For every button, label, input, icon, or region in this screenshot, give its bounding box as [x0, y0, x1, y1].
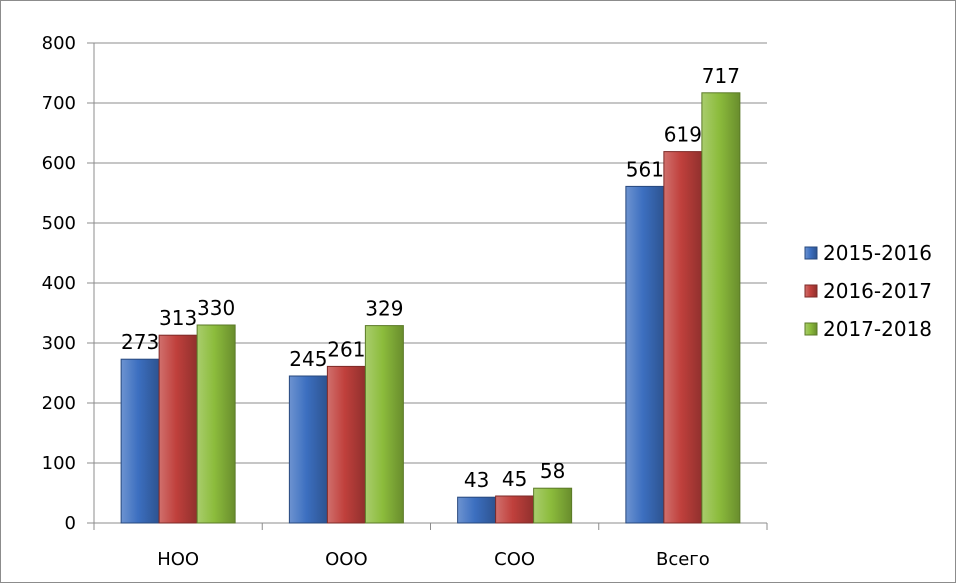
bar: [196, 324, 236, 524]
bar: [364, 325, 404, 524]
x-axis-ticks: НОО ООО СОО Всего: [93, 523, 768, 570]
legend-swatch: [804, 284, 818, 298]
legend-swatch: [804, 246, 818, 260]
x-tick-label: НОО: [157, 549, 199, 570]
data-label: 43: [464, 468, 489, 492]
x-tick-label: СОО: [494, 549, 535, 570]
bar: [288, 375, 328, 524]
data-label: 329: [365, 297, 403, 321]
bar: [663, 151, 703, 524]
bar: [625, 185, 665, 524]
bar: [533, 487, 573, 524]
legend-label: 2017-2018: [823, 317, 932, 341]
bar: [457, 496, 497, 524]
bars: [120, 92, 741, 524]
data-label: 619: [664, 123, 702, 147]
data-label: 273: [121, 330, 159, 354]
data-label: 561: [626, 157, 664, 181]
data-label: 717: [702, 64, 740, 88]
legend-label: 2015-2016: [823, 241, 932, 265]
bar: [120, 358, 160, 524]
bar: [158, 334, 198, 524]
y-axis-ticks: 0 100 200 300 400 500 600 700 800: [42, 33, 94, 534]
y-tick-label: 500: [42, 213, 76, 234]
bar: [326, 365, 366, 524]
data-label: 45: [502, 467, 527, 491]
y-tick-label: 800: [42, 33, 76, 54]
y-tick-label: 100: [42, 453, 76, 474]
data-label: 261: [327, 337, 365, 361]
bar: [701, 92, 741, 524]
legend: 2015-2016 2016-2017 2017-2018: [804, 241, 932, 341]
data-label: 58: [540, 459, 565, 483]
data-label: 330: [197, 296, 235, 320]
x-tick-label: Всего: [656, 549, 710, 570]
legend-label: 2016-2017: [823, 279, 932, 303]
data-label: 245: [289, 347, 327, 371]
y-tick-label: 0: [65, 513, 76, 534]
y-tick-label: 600: [42, 153, 76, 174]
data-label: 313: [159, 306, 197, 330]
legend-swatch: [804, 322, 818, 336]
y-tick-label: 700: [42, 93, 76, 114]
y-tick-label: 400: [42, 273, 76, 294]
bar: [495, 495, 535, 524]
x-tick-label: ООО: [325, 549, 368, 570]
y-tick-label: 300: [42, 333, 76, 354]
y-tick-label: 200: [42, 393, 76, 414]
